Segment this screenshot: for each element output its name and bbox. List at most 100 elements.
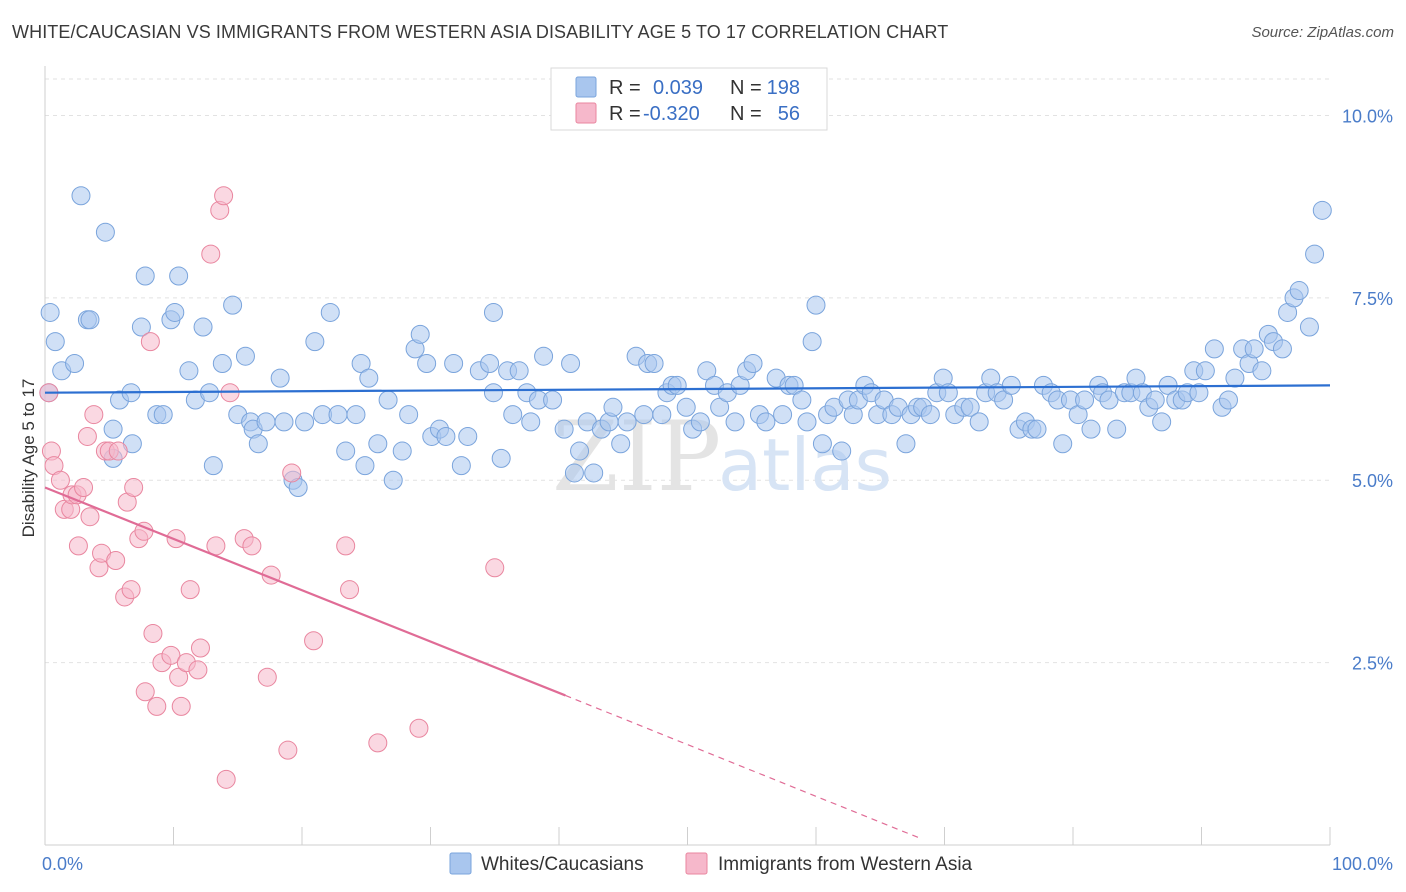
point-white-15 (135, 266, 155, 286)
point-white-159 (1099, 390, 1119, 410)
point-white-69 (509, 361, 529, 381)
point-white-113 (802, 332, 822, 352)
legend-n-label-1: N = (730, 77, 762, 99)
point-white-7 (80, 310, 100, 330)
point-white-175 (1204, 339, 1224, 359)
point-white-84 (611, 434, 631, 454)
point-white-77 (564, 463, 584, 483)
point-white-45 (351, 354, 371, 374)
point-white-85 (617, 412, 637, 432)
point-white-155 (1075, 390, 1095, 410)
point-asia-51 (336, 536, 356, 556)
point-white-2 (45, 332, 65, 352)
y-tick-label-2: 7.5% (1352, 289, 1393, 309)
point-white-185 (1272, 339, 1292, 359)
point-white-20 (169, 266, 189, 286)
point-white-26 (212, 354, 232, 374)
point-white-27 (223, 295, 243, 315)
point-white-160 (1107, 419, 1127, 439)
point-asia-27 (143, 623, 163, 643)
point-white-166 (1145, 390, 1165, 410)
point-asia-36 (188, 660, 208, 680)
point-asia-10 (77, 426, 97, 446)
legend-n-value-1: 198 (767, 77, 800, 99)
point-asia-46 (257, 667, 277, 687)
point-asia-55 (485, 558, 505, 578)
point-white-101 (725, 412, 745, 432)
point-white-1 (40, 302, 60, 322)
series-whites-points (39, 186, 1332, 498)
point-white-52 (399, 405, 419, 425)
point-white-19 (165, 302, 185, 322)
point-white-110 (784, 375, 804, 395)
point-white-111 (792, 390, 812, 410)
point-asia-17 (106, 550, 126, 570)
point-white-5 (71, 186, 91, 206)
point-asia-25 (135, 682, 155, 702)
point-white-114 (806, 295, 826, 315)
source-label: Source: ZipAtlas.com (1251, 24, 1394, 41)
watermark-atlas: atlas (718, 423, 892, 507)
point-white-48 (368, 434, 388, 454)
point-asia-26 (140, 332, 160, 352)
point-white-99 (710, 397, 730, 417)
point-white-90 (652, 405, 672, 425)
legend-swatch-western-asia (575, 102, 597, 124)
point-asia-49 (282, 463, 302, 483)
point-asia-30 (161, 645, 181, 665)
point-white-49 (378, 390, 398, 410)
point-white-188 (1289, 281, 1309, 301)
trend-line-whites (44, 384, 1331, 394)
point-white-138 (960, 397, 980, 417)
point-white-135 (938, 383, 958, 403)
point-white-115 (812, 434, 832, 454)
point-white-66 (491, 448, 511, 468)
point-white-94 (676, 397, 696, 417)
point-white-139 (969, 412, 989, 432)
bottom-legend-label-western-asia: Immigrants from Western Asia (718, 854, 973, 875)
trend-lines (44, 384, 1331, 839)
point-white-181 (1244, 339, 1264, 359)
series-legend: Whites/Caucasians Immigrants from Wester… (449, 852, 973, 875)
point-white-97 (697, 361, 717, 381)
point-asia-9 (74, 478, 94, 498)
point-white-191 (1312, 200, 1332, 220)
point-white-14 (131, 317, 151, 337)
point-asia-33 (171, 696, 191, 716)
point-asia-41 (214, 186, 234, 206)
point-white-152 (1053, 434, 1073, 454)
point-white-43 (336, 441, 356, 461)
legend-r-label-2: R = (609, 103, 641, 125)
point-white-38 (295, 412, 315, 432)
point-asia-35 (180, 580, 200, 600)
point-white-74 (543, 390, 563, 410)
point-white-9 (103, 419, 123, 439)
point-white-148 (1027, 419, 1047, 439)
point-white-190 (1305, 244, 1325, 264)
point-asia-11 (80, 507, 100, 527)
point-white-106 (756, 412, 776, 432)
x-tick-label-max: 100.0% (1332, 854, 1393, 874)
point-asia-28 (147, 696, 167, 716)
point-white-21 (179, 361, 199, 381)
point-white-178 (1225, 368, 1245, 388)
point-white-93 (667, 375, 687, 395)
point-asia-38 (201, 244, 221, 264)
point-asia-18 (108, 441, 128, 461)
point-white-25 (203, 456, 223, 476)
point-white-4 (65, 354, 85, 374)
legend-r-value-1: 0.039 (653, 77, 703, 99)
point-asia-3 (50, 470, 70, 490)
point-white-87 (634, 405, 654, 425)
point-white-143 (994, 390, 1014, 410)
point-asia-48 (278, 740, 298, 760)
point-asia-52 (340, 580, 360, 600)
point-white-156 (1081, 419, 1101, 439)
point-white-42 (328, 405, 348, 425)
trend-line-western-asia-extension (565, 694, 920, 839)
point-white-71 (521, 412, 541, 432)
point-white-182 (1252, 361, 1272, 381)
point-white-189 (1299, 317, 1319, 337)
point-white-80 (584, 463, 604, 483)
bottom-legend-swatch-whites (449, 852, 472, 875)
